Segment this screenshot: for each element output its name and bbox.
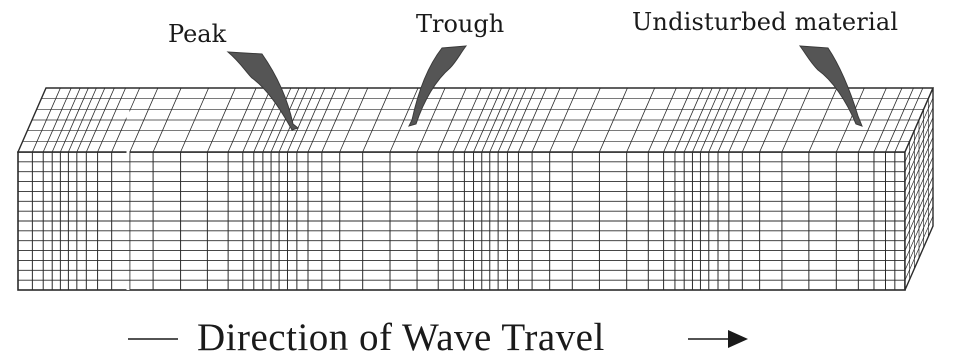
pointer-arrows	[226, 45, 863, 131]
caption: Direction of Wave Travel	[0, 312, 960, 362]
caption-arrows	[128, 330, 748, 348]
direction-of-wave-travel-caption: Direction of Wave Travel	[197, 316, 605, 359]
undisturbed-pointer-arrow	[798, 45, 863, 127]
caption-arrowhead	[728, 330, 748, 348]
peak-label: Peak	[168, 20, 227, 48]
undisturbed-material-label: Undisturbed material	[632, 8, 899, 36]
trough-label: Trough	[416, 10, 505, 38]
peak-pointer-arrow	[226, 51, 300, 131]
grid-block	[16, 87, 935, 291]
trough-pointer-arrow	[408, 45, 468, 127]
